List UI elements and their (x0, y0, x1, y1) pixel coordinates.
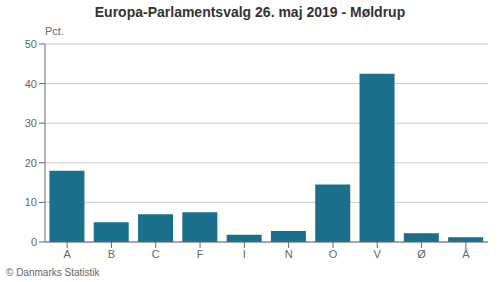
svg-text:A: A (63, 248, 71, 260)
html-text:Europa-Parlamentsvalg 26. maj: Europa-Parlamentsvalg 26. maj 2019 - Møl… (94, 4, 406, 20)
svg-text:Å: Å (462, 248, 470, 260)
svg-text:30: 30 (25, 117, 37, 129)
svg-text:V: V (374, 248, 382, 260)
html-text:Pct.: Pct. (45, 25, 64, 37)
svg-text:50: 50 (25, 38, 37, 50)
svg-text:10: 10 (25, 196, 37, 208)
svg-text:40: 40 (25, 78, 37, 90)
svg-text:I: I (243, 248, 246, 260)
svg-text:O: O (329, 248, 338, 260)
svg-text:Ø: Ø (417, 248, 426, 260)
svg-text:20: 20 (25, 157, 37, 169)
html-text:© Danmarks Statistik: © Danmarks Statistik (6, 267, 100, 278)
svg-text:F: F (197, 248, 204, 260)
svg-text:C: C (152, 248, 160, 260)
svg-text:0: 0 (31, 236, 37, 248)
svg-text:N: N (285, 248, 293, 260)
svg-text:B: B (108, 248, 115, 260)
